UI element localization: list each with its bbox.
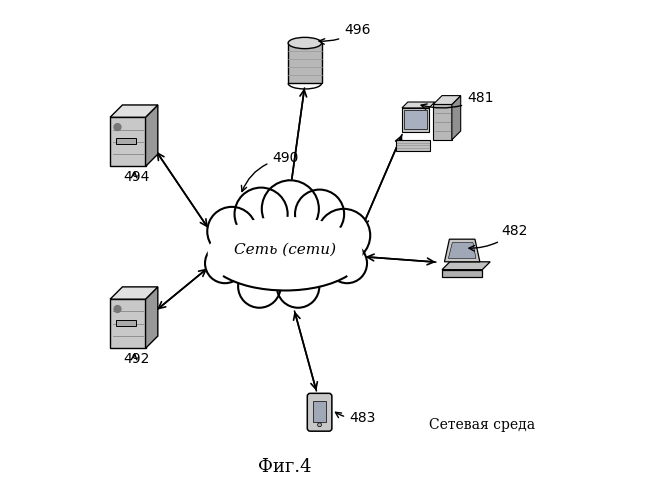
- Polygon shape: [145, 105, 158, 166]
- FancyBboxPatch shape: [116, 138, 136, 144]
- Polygon shape: [110, 287, 158, 299]
- Circle shape: [234, 188, 288, 240]
- Polygon shape: [445, 239, 480, 262]
- Polygon shape: [452, 96, 461, 140]
- Text: 494: 494: [123, 170, 149, 184]
- Circle shape: [277, 266, 319, 308]
- Circle shape: [114, 124, 121, 130]
- Text: Сеть (сети): Сеть (сети): [234, 243, 336, 257]
- Text: 490: 490: [241, 152, 299, 192]
- Circle shape: [205, 244, 245, 283]
- Polygon shape: [442, 270, 482, 276]
- Text: 483: 483: [336, 411, 376, 425]
- Circle shape: [295, 190, 344, 238]
- Circle shape: [114, 306, 121, 312]
- Ellipse shape: [288, 38, 321, 48]
- Text: Фиг.4: Фиг.4: [258, 458, 312, 476]
- Circle shape: [327, 244, 367, 283]
- Circle shape: [317, 209, 370, 262]
- Polygon shape: [145, 287, 158, 348]
- Polygon shape: [433, 96, 461, 104]
- FancyBboxPatch shape: [288, 43, 321, 84]
- Circle shape: [238, 266, 280, 308]
- Ellipse shape: [208, 217, 363, 290]
- Polygon shape: [402, 102, 435, 108]
- Text: 492: 492: [123, 352, 149, 366]
- FancyBboxPatch shape: [307, 394, 332, 431]
- FancyBboxPatch shape: [116, 320, 136, 326]
- Polygon shape: [442, 262, 490, 270]
- FancyBboxPatch shape: [404, 110, 426, 129]
- Text: 481: 481: [421, 92, 494, 110]
- Polygon shape: [110, 117, 145, 166]
- Polygon shape: [396, 140, 430, 150]
- Text: 496: 496: [319, 22, 371, 44]
- Text: 482: 482: [469, 224, 528, 251]
- Circle shape: [207, 207, 256, 256]
- Text: Сетевая среда: Сетевая среда: [429, 418, 535, 432]
- Polygon shape: [110, 105, 158, 117]
- Circle shape: [317, 423, 321, 427]
- Polygon shape: [402, 108, 429, 132]
- Circle shape: [262, 180, 319, 238]
- Polygon shape: [433, 104, 452, 140]
- Polygon shape: [110, 299, 145, 348]
- FancyBboxPatch shape: [313, 401, 326, 422]
- Polygon shape: [448, 242, 476, 258]
